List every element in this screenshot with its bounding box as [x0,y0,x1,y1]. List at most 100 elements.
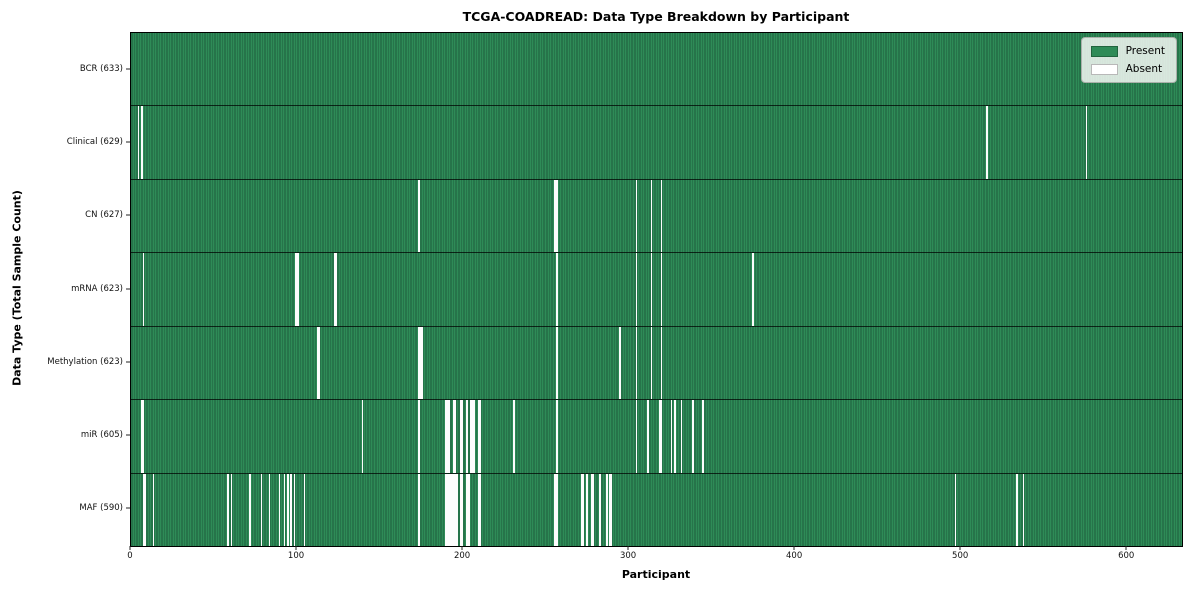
absent-cell [453,400,455,473]
absent-cell [444,473,447,546]
y-tick-mark [126,141,130,143]
absent-cell [609,473,611,546]
absent-cell [140,400,143,473]
absent-cell [1085,106,1088,179]
absent-cell [635,400,638,473]
absent-cell [418,179,420,253]
absent-cell [227,473,229,546]
y-tick-mark [126,507,130,509]
absent-cell [459,473,462,546]
y-tick-mark [126,68,130,70]
x-tick-mark [793,546,795,550]
legend: Present Absent [1080,37,1177,83]
absent-cell [478,400,480,473]
heatmap-row-methylation [131,325,1182,400]
absent-cell [453,473,455,546]
absent-cell [318,326,321,400]
absent-cell [1015,473,1018,546]
absent-cell [449,473,452,546]
absent-cell [361,400,364,473]
y-tick-label: Methylation (623) [47,356,123,367]
chart-title: TCGA-COADREAD: Data Type Breakdown by Pa… [462,9,850,24]
absent-cell [556,400,558,473]
absent-cell [647,400,650,473]
x-tick-label: 500 [952,551,969,561]
x-tick-label: 0 [127,551,133,561]
absent-cell [650,326,653,400]
x-tick-mark [1125,546,1127,550]
y-tick-mark [126,288,130,289]
absent-cell [592,473,595,546]
absent-cell [142,253,145,326]
absent-cell [446,400,449,473]
absent-cell [660,326,663,400]
absent-cell [451,473,454,546]
x-axis-label: Participant [621,568,691,581]
absent-cell [1022,473,1025,546]
absent-cell [295,253,298,326]
absent-cell [556,253,558,326]
absent-cell [619,326,621,400]
absent-cell [554,179,557,253]
absent-cell [650,253,653,326]
absent-cell [419,326,422,400]
present-swatch-icon [1090,45,1118,57]
absent-cell [468,473,470,546]
absent-cell [461,400,464,473]
absent-cell [290,473,293,546]
absent-cell [599,473,601,546]
absent-cell [954,473,957,546]
absent-cell [556,326,558,400]
absent-cell [670,400,673,473]
absent-cell [466,400,469,473]
x-tick-label: 300 [619,551,637,561]
absent-cell [554,473,557,546]
absent-cell [140,106,143,179]
y-tick-label: Clinical (629) [66,136,123,147]
y-tick-label: mRNA (623) [71,283,123,294]
absent-cell [421,326,424,400]
heatmap-row-maf [131,472,1182,546]
legend-item-absent: Absent [1090,63,1165,75]
absent-cell [303,473,306,546]
absent-cell [418,400,420,473]
absent-cell [459,400,462,473]
absent-cell [556,473,558,546]
absent-cell [316,326,319,400]
absent-cell [444,400,447,473]
absent-cell [635,326,638,400]
absent-cell [287,473,289,546]
x-tick-label: 100 [287,551,305,561]
y-tick-label: BCR (633) [79,63,123,74]
absent-cell [673,400,676,473]
x-tick-mark [627,546,629,550]
absent-cell [585,473,588,546]
heatmap-rows [131,33,1182,546]
absent-cell [418,473,420,546]
absent-cell [466,473,469,546]
absent-cell [137,106,140,179]
absent-cell [512,400,515,473]
absent-cell [635,179,638,253]
absent-cell [479,473,482,546]
absent-cell [454,473,457,546]
absent-cell [454,400,457,473]
absent-cell [660,253,663,326]
x-tick-mark [295,546,297,550]
heatmap-row-cn [131,178,1182,253]
absent-cell [680,400,683,473]
heatmap-row-mrna [131,252,1182,326]
absent-cell [461,473,464,546]
absent-cell [469,400,472,473]
heatmap-row-bcr [131,33,1182,106]
absent-cell [333,253,336,326]
absent-cell [293,473,296,546]
heatmap-row-mir [131,399,1182,473]
absent-cell [248,473,251,546]
absent-cell [479,400,482,473]
absent-cell [142,473,145,546]
absent-cell [446,473,449,546]
absent-cell [702,400,704,473]
absent-cell [610,473,613,546]
